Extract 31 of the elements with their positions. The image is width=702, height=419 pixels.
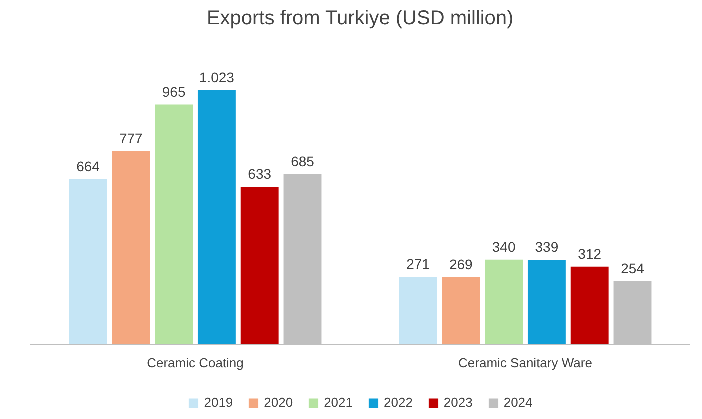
bar: [399, 277, 438, 344]
legend-label: 2023: [444, 395, 473, 410]
data-label: 965: [162, 84, 186, 100]
bar: [198, 90, 236, 344]
x-tick-label: Ceramic Sanitary Ware: [458, 355, 592, 370]
bar: [69, 179, 108, 344]
bar: [528, 260, 566, 344]
data-label: 269: [449, 256, 474, 273]
x-tick-label: Ceramic Coating: [147, 355, 244, 370]
legend-label: 2019: [204, 395, 234, 410]
bar: [112, 151, 150, 344]
bar: [155, 104, 194, 344]
bar: [570, 266, 609, 344]
data-label: 633: [248, 166, 272, 182]
bar: [240, 187, 279, 344]
legend-label: 2021: [324, 395, 353, 410]
legend-label: 2020: [264, 395, 294, 410]
legend-label: 2022: [384, 395, 413, 410]
data-label: 339: [535, 239, 559, 256]
data-label: 271: [406, 256, 430, 272]
data-label: 254: [621, 260, 645, 276]
legend-label: 2024: [504, 395, 533, 410]
data-label: 340: [492, 238, 516, 255]
data-label: 664: [76, 158, 100, 174]
chart-title: Exports from Turkiye (USD million): [206, 8, 514, 30]
data-label: 312: [578, 246, 602, 262]
bar: [485, 260, 524, 344]
bar: [442, 278, 480, 344]
data-label: 1.023: [199, 69, 235, 86]
data-label: 777: [119, 130, 144, 146]
data-label: 685: [291, 153, 315, 170]
